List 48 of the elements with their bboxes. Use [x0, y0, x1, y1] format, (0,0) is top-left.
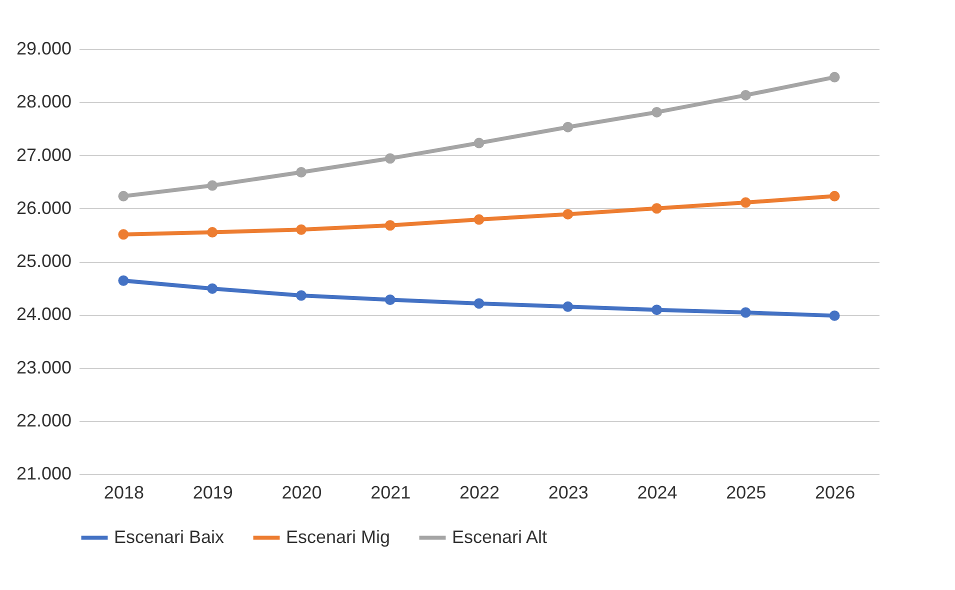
point	[118, 229, 129, 240]
point	[296, 290, 306, 301]
point	[562, 122, 574, 132]
point	[384, 220, 396, 231]
point	[384, 153, 396, 164]
y-tick-label: 29.000	[16, 38, 72, 58]
point	[652, 304, 662, 316]
point	[652, 203, 662, 214]
y-tick-label: 22.000	[16, 410, 72, 430]
point	[118, 275, 129, 286]
x-tick-label: 2024	[637, 482, 678, 502]
point	[207, 227, 218, 238]
legend-label: Escenari Mig	[286, 526, 390, 547]
point	[562, 301, 574, 312]
x-tick-label: 2021	[370, 482, 411, 502]
x-tick-label: 2019	[192, 482, 233, 502]
x-tick-label: 2022	[459, 482, 500, 502]
x-tick-label: 2025	[726, 482, 766, 502]
point	[740, 90, 751, 100]
point	[296, 167, 306, 178]
point	[740, 307, 751, 318]
x-tick-label: 2018	[104, 482, 144, 502]
point	[740, 197, 751, 208]
y-tick-label: 26.000	[16, 198, 72, 218]
point	[474, 138, 484, 148]
y-tick-label: 21.000	[16, 464, 72, 484]
y-tick-label: 25.000	[16, 251, 72, 271]
point	[652, 106, 662, 118]
x-tick-label: 2023	[548, 482, 588, 502]
point	[474, 214, 484, 225]
legend-label: Escenari Baix	[114, 526, 224, 547]
y-tick-label: 27.000	[16, 144, 72, 165]
legend-label: Escenari Alt	[452, 526, 548, 547]
point	[829, 190, 840, 202]
point	[474, 298, 484, 309]
y-tick-label: 28.000	[16, 92, 72, 112]
x-tick-label: 2026	[815, 482, 856, 502]
y-tick-label: 23.000	[16, 357, 72, 378]
point	[829, 310, 840, 321]
point	[207, 180, 218, 191]
y-tick-label: 24.000	[16, 304, 72, 324]
point	[829, 72, 840, 82]
point	[562, 208, 574, 220]
point	[296, 224, 306, 235]
point	[384, 294, 396, 305]
x-tick-label: 2020	[282, 482, 322, 502]
point	[118, 190, 129, 202]
point	[207, 283, 218, 294]
